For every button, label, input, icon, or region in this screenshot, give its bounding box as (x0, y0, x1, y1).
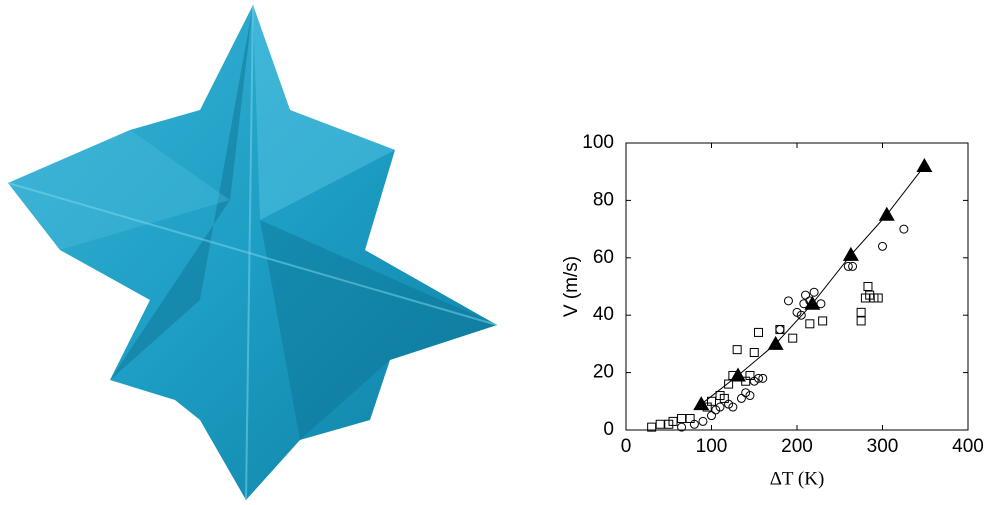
x-tick-label: 100 (696, 436, 728, 457)
circle-point (802, 291, 810, 299)
triangle-point (916, 158, 932, 172)
circle-point (900, 225, 908, 233)
square-point (656, 420, 664, 428)
y-tick-label: 60 (593, 247, 614, 268)
y-tick-label: 80 (593, 189, 614, 210)
y-tick-label: 0 (603, 419, 614, 440)
x-tick-label: 300 (867, 436, 899, 457)
square-point (789, 334, 797, 342)
y-axis-label: V (m/s) (561, 256, 582, 317)
circle-point (776, 326, 784, 334)
chart: 0 100 200 300 400 0 20 40 60 80 100 ΔT (K) V (m/s) (561, 132, 984, 489)
square-point (819, 317, 827, 325)
circle-point (737, 394, 745, 402)
crystal-image (8, 5, 497, 500)
square-point (857, 317, 865, 325)
circle-point (784, 297, 792, 305)
y-tick-label: 100 (582, 132, 614, 153)
square-point (686, 415, 694, 423)
x-tick-label: 200 (781, 436, 813, 457)
square-point (755, 328, 763, 336)
square-point (750, 349, 758, 357)
triangle-point (730, 367, 746, 381)
plot-frame (626, 143, 968, 430)
x-tick-label: 0 (621, 436, 632, 457)
triangle-point (879, 207, 895, 221)
square-point (857, 308, 865, 316)
x-tick-label: 400 (952, 436, 984, 457)
fit-line (701, 166, 924, 404)
square-point (678, 415, 686, 423)
square-point (733, 346, 741, 354)
y-tick-label: 20 (593, 362, 614, 383)
circle-point (699, 417, 707, 425)
figure: 0 100 200 300 400 0 20 40 60 80 100 ΔT (K) V (m/s) (0, 0, 991, 505)
circle-point (810, 288, 818, 296)
circle-point (879, 242, 887, 250)
circle-point (708, 412, 716, 420)
square-point (864, 283, 872, 291)
y-tick-label: 40 (593, 304, 614, 325)
x-axis-label: ΔT (K) (770, 468, 825, 489)
square-point (806, 320, 814, 328)
